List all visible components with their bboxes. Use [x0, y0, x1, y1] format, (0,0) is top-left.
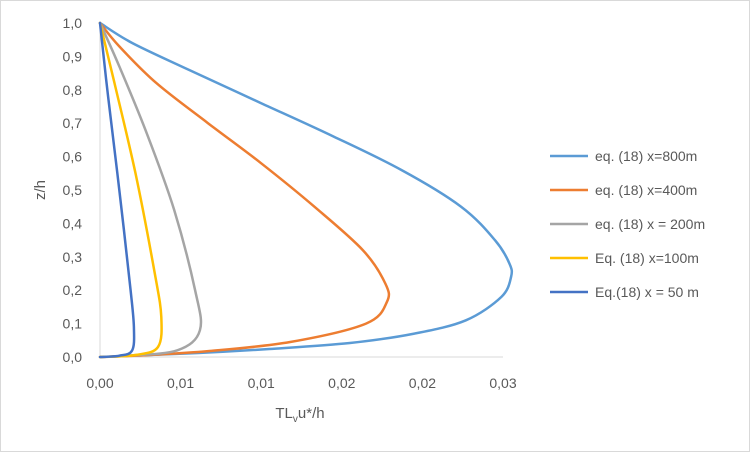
y-axis-title: z/h: [32, 180, 49, 200]
y-tick-label: 0,4: [63, 215, 83, 231]
y-tick-label: 0,9: [63, 48, 83, 64]
legend-label: eq. (18) x=800m: [595, 148, 697, 164]
x-axis-title: TLvu*/h: [275, 405, 324, 425]
legend-label: Eq.(18) x = 50 m: [595, 284, 699, 300]
x-tick-label: 0,01: [248, 375, 275, 391]
series-line: [98, 21, 203, 359]
x-tick-label: 0,02: [328, 375, 355, 391]
y-tick-label: 0,0: [63, 349, 83, 365]
y-tick-label: 0,8: [63, 82, 83, 98]
legend-label: eq. (18) x = 200m: [595, 216, 705, 232]
series-line: [98, 21, 391, 359]
series-line: [98, 21, 514, 359]
axes: 0,0 0,1 0,2 0,3 0,4 0,5 0,6 0,7 0,8 0,9 1,0 0,00 0,0…: [63, 15, 517, 391]
series-line: [98, 21, 163, 359]
y-tick-label: 0,1: [63, 316, 83, 332]
x-tick-label: 0,00: [86, 375, 113, 391]
legend: eq. (18) x=800m eq. (18) x=400m eq. (18) x…: [550, 148, 705, 300]
y-tick-label: 0,3: [63, 249, 83, 265]
x-tick-label: 0,03: [489, 375, 516, 391]
legend-label: Eq. (18) x=100m: [595, 250, 699, 266]
plot-area: [98, 21, 514, 359]
y-tick-label: 0,2: [63, 282, 83, 298]
legend-label: eq. (18) x=400m: [595, 182, 697, 198]
x-tick-label: 0,02: [409, 375, 436, 391]
series-line: [98, 21, 136, 359]
y-tick-label: 1,0: [63, 15, 83, 31]
y-tick-label: 0,5: [63, 182, 83, 198]
y-tick-label: 0,7: [63, 115, 83, 131]
x-tick-label: 0,01: [167, 375, 194, 391]
y-tick-label: 0,6: [63, 149, 83, 165]
